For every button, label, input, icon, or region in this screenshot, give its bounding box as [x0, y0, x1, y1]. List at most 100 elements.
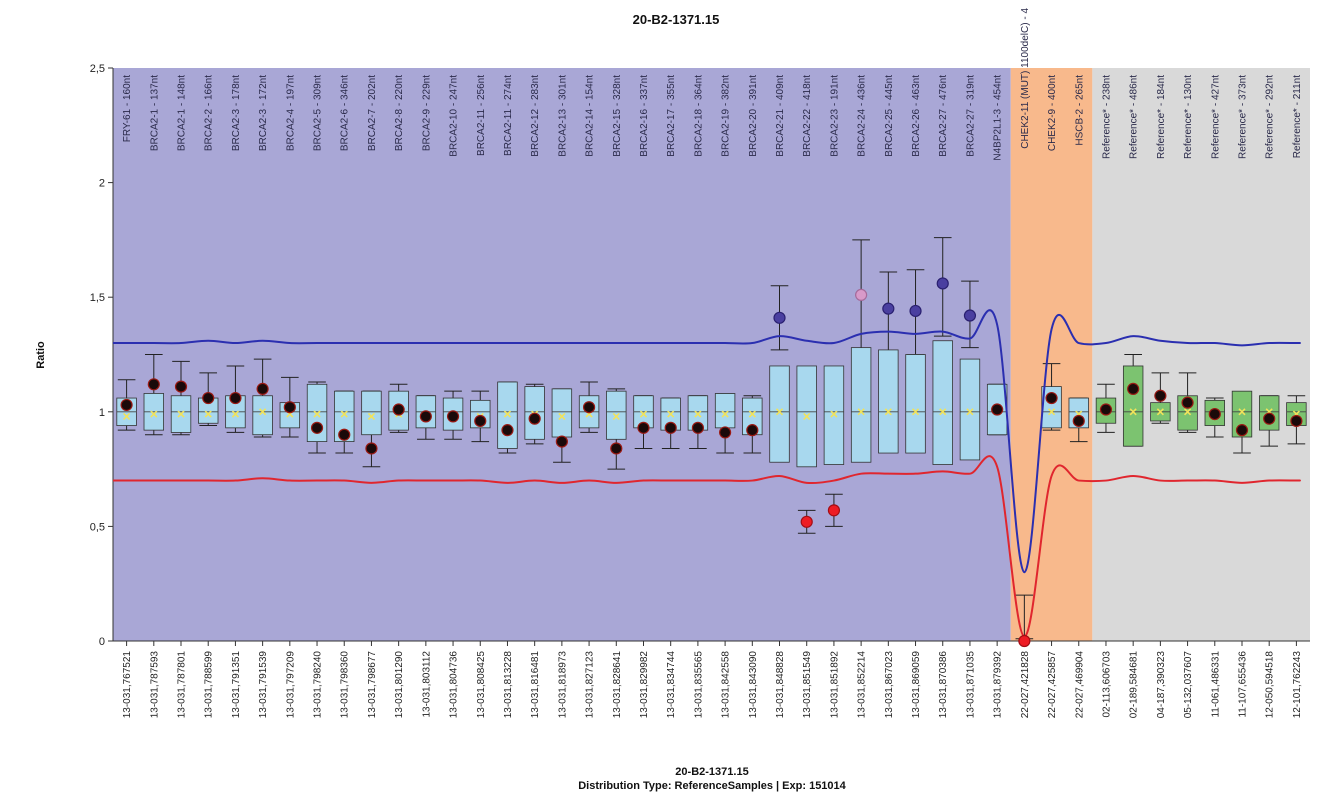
position-label: 13-031,869059 [911, 651, 922, 719]
sample-point [338, 428, 351, 441]
probe-label: BRCA2-14 - 154nt [585, 75, 596, 157]
probe-label: BRCA2-27 - 319nt [965, 75, 976, 157]
median-marker [123, 412, 131, 420]
y-tick-label: 2 [99, 178, 105, 190]
position-label: 13-031,851549 [802, 651, 813, 719]
median-marker [150, 410, 158, 418]
threshold-lines [112, 309, 1301, 638]
box [905, 354, 926, 454]
probe-label: CHEK2-11 (MUT) 1100delC) - 4 [1020, 8, 1031, 149]
position-label: 04-187,390323 [1156, 651, 1167, 719]
sample-point [392, 403, 405, 416]
sample-points [120, 277, 1303, 648]
probe-label: Reference* - 486nt [1129, 75, 1140, 159]
position-label: 13-031,813228 [503, 651, 514, 719]
probe-label: BRCA2-7 - 202nt [367, 75, 378, 151]
sample-point [855, 288, 868, 302]
probe-labels: FRY-61 - 160nt BRCA2-1 - 137nt BRCA2-1 - 1… [122, 8, 1303, 161]
sample-point [147, 378, 160, 391]
box [1231, 390, 1253, 438]
chart-title: 20-B2-1371.15 [633, 12, 720, 27]
position-label: 22-027,425857 [1047, 651, 1058, 719]
median-marker [1129, 408, 1137, 416]
probe-label: BRCA2-1 - 148nt [177, 75, 188, 151]
median-marker [313, 410, 321, 418]
sample-point [229, 391, 242, 405]
sample-point [1208, 407, 1221, 421]
y-tick-label: 1 [99, 407, 105, 419]
position-label: 13-031,818973 [557, 651, 568, 719]
position-label: 13-031,835565 [693, 651, 704, 719]
position-label: 13-031,828641 [612, 651, 623, 719]
sample-point [827, 504, 841, 517]
sample-point [610, 442, 623, 455]
probe-label: BRCA2-16 - 337nt [639, 75, 650, 157]
position-label: 13-031,808425 [476, 651, 487, 719]
probe-label: BRCA2-2 - 166nt [204, 75, 215, 151]
box [714, 393, 736, 429]
probe-label: BRCA2-24 - 436nt [857, 75, 868, 157]
median-marker [639, 410, 648, 418]
axes: 0 0,5 1 1,5 2 2,5 [90, 63, 1310, 648]
box [334, 390, 355, 442]
position-label: 13-031,797209 [285, 651, 296, 719]
sample-point [202, 391, 215, 405]
region-mutation [1010, 68, 1093, 641]
median-marker [966, 408, 974, 416]
box [551, 388, 573, 438]
median-marker [231, 410, 239, 418]
position-label: 13-031,803112 [421, 651, 432, 718]
position-label: 12-101,762243 [1292, 651, 1303, 719]
probe-label: CHEK2-9 - 400nt [1047, 75, 1058, 151]
probe-label: BRCA2-1 - 137nt [149, 75, 160, 151]
sample-point [256, 382, 269, 395]
median-marker [503, 410, 512, 418]
position-label: 13-031,798677 [367, 651, 378, 719]
sample-point [991, 403, 1004, 416]
probe-label: Reference* - 427nt [1210, 75, 1221, 159]
probe-label: BRCA2-22 - 418nt [802, 75, 813, 157]
position-label: 13-031,870386 [938, 651, 949, 719]
probe-label: BRCA2-6 - 346nt [340, 75, 351, 151]
probe-label: BRCA2-26 - 463nt [911, 75, 922, 157]
sample-point [283, 401, 296, 414]
sample-point [1154, 389, 1167, 402]
y-tick-label: 0 [99, 636, 105, 648]
sample-point [909, 304, 922, 318]
sample-point [174, 380, 188, 393]
median-marker [667, 410, 675, 418]
position-label: 13-031,834744 [666, 651, 677, 719]
median-marker [857, 408, 865, 416]
median-marker [721, 410, 729, 418]
sample-point [1099, 403, 1113, 416]
position-label: 11-061,486331 [1210, 651, 1221, 718]
median-marker [558, 412, 566, 420]
sample-point [1263, 412, 1276, 425]
position-label: 13-031,816481 [530, 651, 541, 719]
probe-label: Reference* - 238nt [1101, 75, 1112, 159]
y-tick-label: 1,5 [90, 292, 105, 304]
position-label: 13-031,791539 [258, 651, 269, 719]
sample-point [882, 302, 895, 315]
box [769, 365, 790, 463]
sample-point [664, 421, 677, 434]
position-label: 13-031,827123 [585, 651, 596, 719]
median-marker [259, 408, 267, 416]
probe-label: BRCA2-15 - 328nt [612, 75, 623, 157]
sample-point [474, 414, 487, 428]
probe-label: BRCA2-12 - 283nt [530, 75, 541, 157]
position-label: 13-031,848828 [775, 651, 786, 719]
position-label: 13-031,787593 [149, 651, 160, 719]
position-label: 13-031,804736 [449, 651, 460, 719]
sample-point [1127, 382, 1140, 395]
probe-label: BRCA2-20 - 391nt [748, 75, 759, 157]
position-label: 13-031,788599 [204, 651, 215, 719]
median-marker [694, 410, 702, 418]
probe-label: Reference* - 130nt [1183, 75, 1194, 159]
box [850, 347, 872, 463]
probe-label: BRCA2-10 - 247nt [449, 75, 460, 157]
box [959, 358, 981, 461]
box [606, 390, 627, 440]
position-labels: 13-031,767521 13-031,787593 13-031,787801 1… [122, 651, 1303, 719]
